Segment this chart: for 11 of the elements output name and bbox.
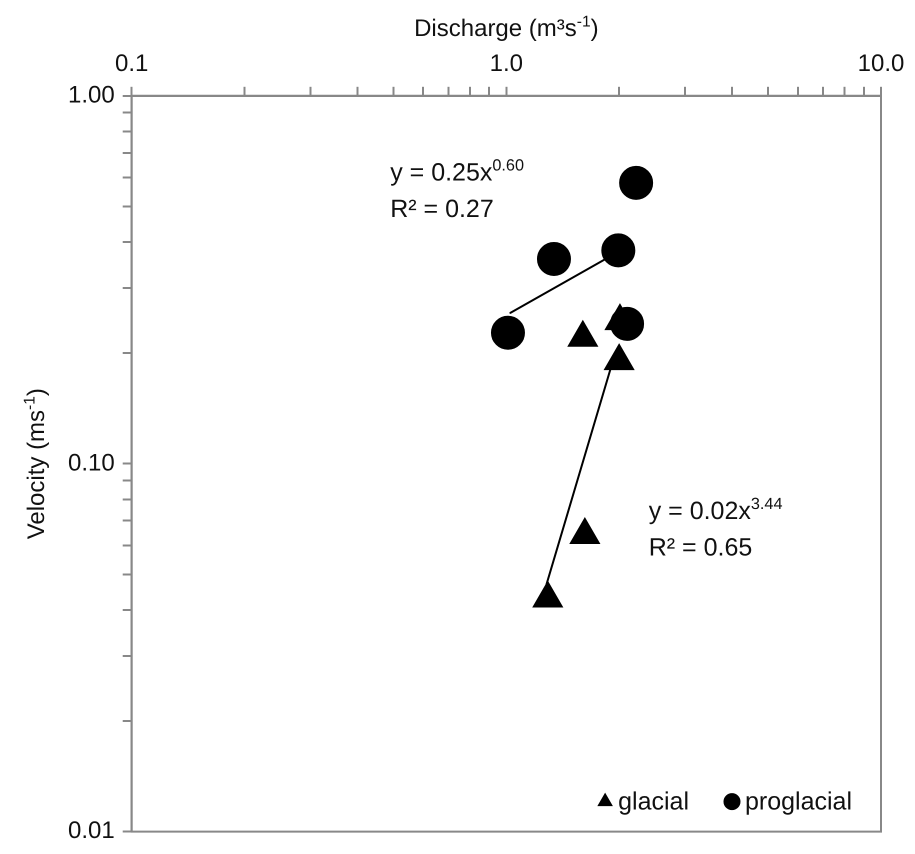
annotation: R² = 0.27 xyxy=(390,195,494,224)
y-axis-title: Velocity (ms-1) xyxy=(21,388,50,540)
legend-label: proglacial xyxy=(744,787,852,816)
x-tick-label: 10.0 xyxy=(858,50,904,78)
legend-label: glacial xyxy=(618,787,689,816)
x-tick-label: 0.1 xyxy=(115,50,148,78)
annotation: R² = 0.65 xyxy=(648,534,752,562)
y-tick-label: 0.01 xyxy=(68,817,115,844)
y-tick-label: 1.00 xyxy=(68,81,115,108)
y-tick-label: 0.10 xyxy=(68,449,115,476)
x-tick-label: 1.0 xyxy=(490,50,524,78)
